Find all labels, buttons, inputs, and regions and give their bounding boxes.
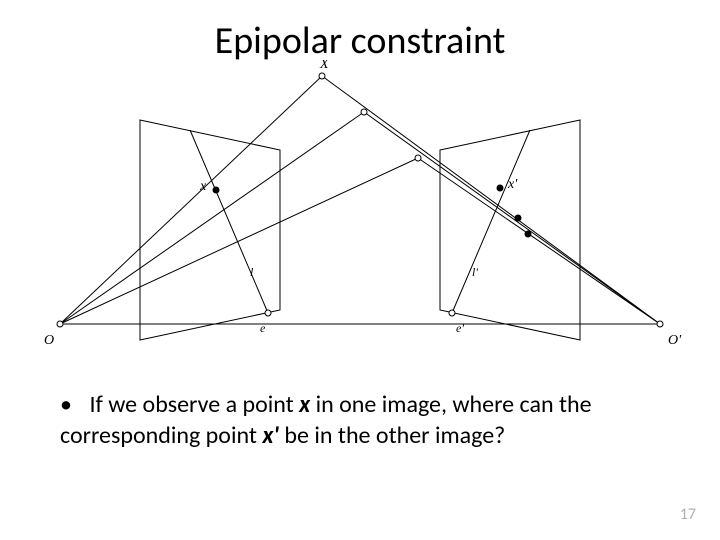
slide-title: Epipolar constraint	[0, 18, 720, 64]
svg-text:e': e'	[456, 321, 464, 335]
svg-text:O: O	[44, 333, 54, 348]
slide: Epipolar constraint Xx x' l l' e e' O O' • If w…	[0, 0, 720, 540]
epipolar-figure: Xx x' l l' e e' O O'	[20, 60, 700, 360]
svg-text:O': O'	[668, 333, 682, 348]
svg-text:l: l	[250, 265, 254, 279]
svg-text:l': l'	[472, 265, 478, 279]
bullet-x: x	[299, 390, 310, 419]
svg-text:X: X	[319, 60, 329, 72]
page-number: 17	[680, 505, 696, 524]
bullet-text-post: be in the other image?	[279, 421, 505, 450]
bullet-text-pre: If we observe a point	[89, 390, 299, 419]
svg-text:x': x'	[507, 177, 518, 192]
epipolar-diagram: Xx x' l l' e e' O O'	[20, 60, 700, 360]
svg-text:x: x	[199, 179, 207, 194]
svg-text:e: e	[260, 321, 266, 335]
bullet-item: • If we observe a point x in one image, …	[60, 390, 660, 451]
bullet-xprime: x'	[262, 421, 279, 450]
bullet-dot: •	[60, 390, 84, 421]
